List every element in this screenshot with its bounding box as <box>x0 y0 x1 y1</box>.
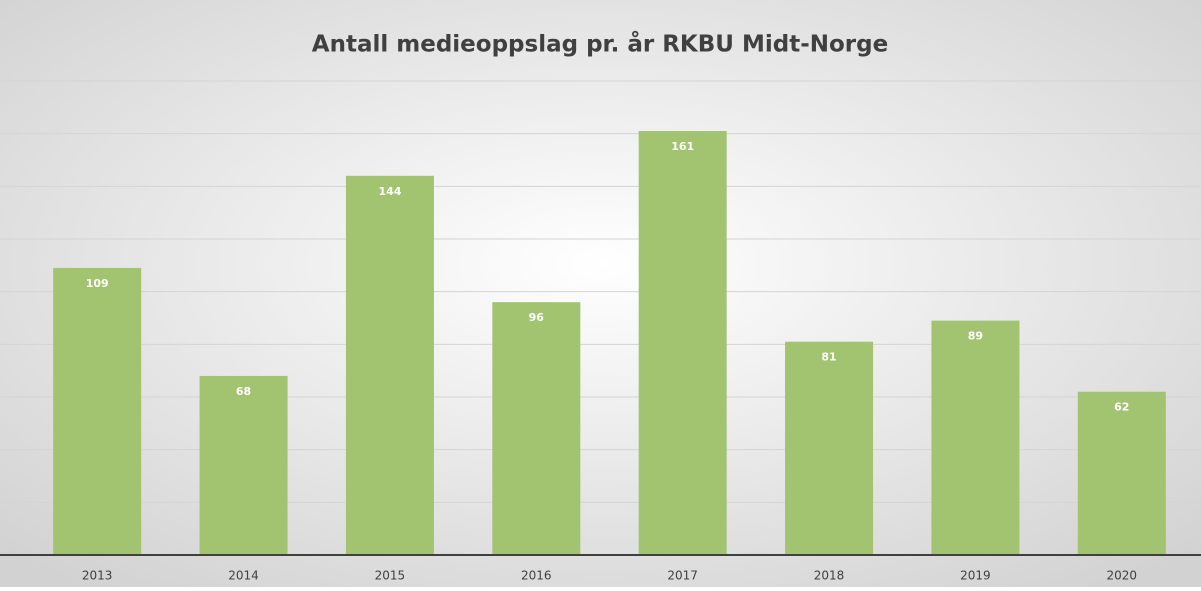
x-tick-label: 2017 <box>667 569 698 583</box>
bar <box>785 341 874 555</box>
data-label: 96 <box>529 311 545 324</box>
bar <box>931 320 1020 555</box>
x-tick-label: 2019 <box>960 569 991 583</box>
bar <box>53 267 142 555</box>
x-tick-label: 2014 <box>228 569 259 583</box>
data-label: 144 <box>378 185 401 198</box>
data-label: 89 <box>968 330 983 343</box>
data-label: 81 <box>821 351 836 364</box>
bar <box>638 131 727 556</box>
x-tick-label: 2020 <box>1107 569 1138 583</box>
data-label: 62 <box>1114 401 1129 414</box>
bar <box>199 375 288 555</box>
x-tick-label: 2013 <box>82 569 113 583</box>
data-label: 161 <box>671 140 694 153</box>
chart-title: Antall medieoppslag pr. år RKBU Midt-Nor… <box>312 31 888 58</box>
data-label: 109 <box>86 277 109 290</box>
x-tick-label: 2015 <box>375 569 406 583</box>
bar <box>1077 391 1166 555</box>
data-label: 68 <box>236 385 251 398</box>
bar <box>492 302 581 555</box>
bar <box>345 175 434 556</box>
x-tick-label: 2018 <box>814 569 845 583</box>
x-tick-label: 2016 <box>521 569 552 583</box>
